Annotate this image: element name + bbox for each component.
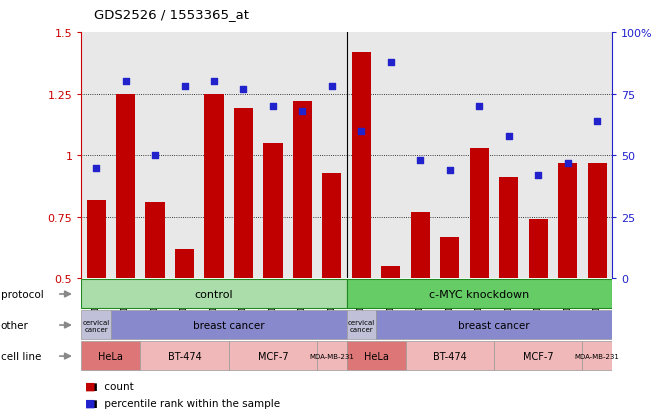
Text: cervical
cancer: cervical cancer — [83, 319, 110, 332]
Point — [327, 84, 337, 90]
Bar — [381, 266, 400, 402]
Text: MDA-MB-231: MDA-MB-231 — [575, 353, 620, 359]
Text: MCF-7: MCF-7 — [258, 351, 288, 361]
Bar — [87, 200, 105, 402]
Point — [91, 165, 102, 171]
Text: HeLa: HeLa — [364, 351, 389, 361]
Bar — [529, 220, 548, 402]
Bar — [229, 342, 317, 370]
Bar — [204, 95, 223, 402]
Text: BT-474: BT-474 — [168, 351, 201, 361]
Point — [474, 104, 484, 110]
Text: control: control — [195, 289, 233, 299]
Point — [592, 118, 602, 125]
Text: breast cancer: breast cancer — [458, 320, 530, 330]
Text: ■: ■ — [85, 398, 95, 408]
Bar — [145, 203, 165, 402]
Text: cervical
cancer: cervical cancer — [348, 319, 375, 332]
Text: MDA-MB-231: MDA-MB-231 — [309, 353, 354, 359]
Point — [298, 108, 308, 115]
Bar — [558, 163, 577, 402]
Text: ■: ■ — [85, 381, 95, 391]
Text: breast cancer: breast cancer — [193, 320, 264, 330]
Bar — [352, 53, 371, 402]
Bar — [234, 109, 253, 402]
Point — [179, 84, 189, 90]
Point — [120, 79, 131, 85]
Point — [150, 153, 160, 159]
Text: MCF-7: MCF-7 — [523, 351, 553, 361]
Point — [533, 172, 544, 179]
Bar — [588, 163, 607, 402]
Text: ■  percentile rank within the sample: ■ percentile rank within the sample — [88, 398, 280, 408]
Point — [415, 157, 426, 164]
Bar — [411, 212, 430, 402]
Text: ■  count: ■ count — [88, 381, 133, 391]
Bar — [470, 149, 489, 402]
Bar — [81, 280, 346, 308]
Text: other: other — [1, 320, 29, 330]
Bar — [111, 311, 346, 339]
Point — [209, 79, 219, 85]
Point — [356, 128, 367, 135]
Bar — [322, 173, 342, 402]
Bar — [264, 144, 283, 402]
Bar — [494, 342, 583, 370]
Text: BT-474: BT-474 — [433, 351, 467, 361]
Point — [238, 86, 249, 93]
Point — [385, 59, 396, 66]
Text: cell line: cell line — [1, 351, 41, 361]
Bar — [376, 311, 612, 339]
Bar — [293, 102, 312, 402]
Bar — [141, 342, 229, 370]
Text: HeLa: HeLa — [98, 351, 123, 361]
Bar — [317, 342, 346, 370]
Bar — [175, 249, 194, 402]
Point — [504, 133, 514, 140]
Text: protocol: protocol — [1, 289, 44, 299]
Bar — [81, 311, 111, 339]
Bar — [440, 237, 460, 402]
Bar — [346, 280, 612, 308]
Bar — [583, 342, 612, 370]
Bar — [346, 342, 406, 370]
Point — [445, 167, 455, 174]
Text: GDS2526 / 1553365_at: GDS2526 / 1553365_at — [94, 8, 249, 21]
Text: c-MYC knockdown: c-MYC knockdown — [429, 289, 529, 299]
Bar — [406, 342, 494, 370]
Point — [268, 104, 278, 110]
Bar — [499, 178, 518, 402]
Bar — [116, 95, 135, 402]
Point — [562, 160, 573, 166]
Bar — [346, 311, 376, 339]
Bar — [81, 342, 141, 370]
